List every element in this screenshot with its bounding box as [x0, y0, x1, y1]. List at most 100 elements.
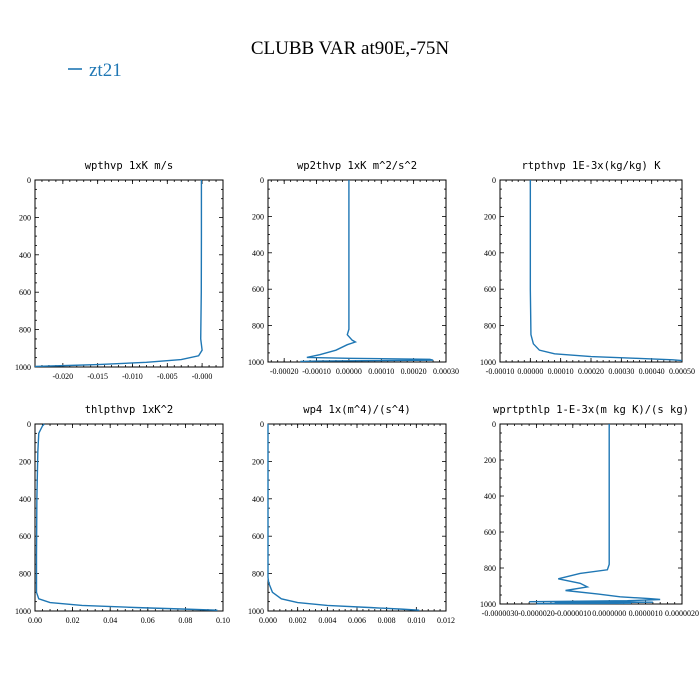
x-tick-label: -0.0000030	[482, 609, 519, 618]
x-tick-label: 0.00	[28, 616, 42, 625]
x-tick-label: 0.00000	[517, 367, 543, 376]
x-tick-label: 0.00030	[608, 367, 634, 376]
x-tick-label: -0.020	[53, 372, 74, 381]
y-tick-label: 0	[260, 176, 264, 185]
y-tick-label: 200	[252, 212, 264, 221]
y-tick-label: 0	[27, 420, 31, 429]
x-tick-label: -0.00010	[486, 367, 515, 376]
x-tick-label: 0.0000010	[629, 609, 663, 618]
chart-panel-2: wp2thvp 1xK m^2/s^2 0 200 400 600 800 1000 -0.0…	[248, 160, 459, 376]
plot-frame	[267, 179, 447, 363]
y-tick-label: 200	[252, 457, 264, 466]
panels: wpthvp 1xK m/s 0 200 400 600 800 1000 -0.020 -0.…	[15, 160, 699, 625]
legend: zt21	[68, 60, 122, 81]
y-tick-label: 400	[252, 249, 264, 258]
y-tick-label: 600	[484, 285, 496, 294]
series-line	[34, 180, 203, 368]
x-tick-label: 0.00050	[669, 367, 695, 376]
x-tick-label: 0.010	[407, 616, 425, 625]
panel-title: wp4 1x(m^4)/(s^4)	[303, 404, 410, 416]
plot-frame	[34, 423, 224, 612]
y-tick-label: 200	[19, 457, 31, 466]
y-tick-label: 600	[19, 532, 31, 541]
y-tick-label: 400	[19, 251, 31, 260]
x-tick-label: 0.00040	[639, 367, 665, 376]
x-tick-label: -0.0000010	[554, 609, 591, 618]
y-tick-label: 400	[252, 495, 264, 504]
series-line	[529, 180, 683, 362]
y-tick-label: 1000	[248, 358, 264, 367]
plot-frame	[499, 179, 683, 363]
y-tick-label: 800	[484, 564, 496, 573]
chart-panel-1: wpthvp 1xK m/s 0 200 400 600 800 1000 -0.020 -0.…	[15, 160, 224, 381]
y-tick-label: 200	[19, 213, 31, 222]
y-tick-label: 1000	[480, 600, 496, 609]
y-tick-label: 0	[27, 176, 31, 185]
y-tick-label: 400	[484, 249, 496, 258]
x-tick-label: 0.008	[378, 616, 396, 625]
plot-frame	[34, 179, 224, 368]
y-tick-label: 0	[260, 420, 264, 429]
y-tick-label: 1000	[248, 607, 264, 616]
x-tick-label: 0.000	[259, 616, 277, 625]
x-tick-label: -0.00020	[270, 367, 299, 376]
y-tick-label: 0	[492, 420, 496, 429]
series-line	[529, 424, 661, 605]
y-tick-label: 800	[252, 322, 264, 331]
y-tick-label: 200	[484, 456, 496, 465]
x-tick-label: 0.006	[348, 616, 366, 625]
series-line	[267, 424, 420, 611]
panel-title: wprtpthlp 1-E-3x(m kg K)/(s kg)	[493, 404, 689, 416]
legend-label: zt21	[89, 60, 122, 81]
x-tick-label: 0.00020	[401, 367, 427, 376]
panel-title: wpthvp 1xK m/s	[85, 160, 174, 172]
x-tick-label: 0.08	[178, 616, 192, 625]
y-tick-label: 400	[19, 495, 31, 504]
x-tick-label: 0.00030	[433, 367, 459, 376]
y-tick-label: 600	[484, 528, 496, 537]
chart-panel-6: wprtpthlp 1-E-3x(m kg K)/(s kg) 0 200 400 60…	[480, 404, 699, 618]
figure-title: CLUBB VAR at90E,-75N	[251, 38, 450, 59]
x-tick-label: 0.10	[216, 616, 230, 625]
series-line	[300, 180, 434, 363]
y-tick-label: 800	[484, 322, 496, 331]
y-tick-label: 800	[19, 326, 31, 335]
x-tick-label: 0.00010	[548, 367, 574, 376]
x-tick-label: 0.02	[66, 616, 80, 625]
x-tick-label: 0.0000000	[592, 609, 626, 618]
y-tick-label: 600	[252, 285, 264, 294]
panel-title: thlpthvp 1xK^2	[85, 404, 174, 416]
y-tick-label: 600	[19, 288, 31, 297]
plot-frame	[499, 423, 683, 605]
y-tick-label: 400	[484, 492, 496, 501]
y-tick-label: 800	[252, 570, 264, 579]
x-tick-label: -0.00010	[302, 367, 331, 376]
y-tick-label: 200	[484, 212, 496, 221]
y-tick-label: 600	[252, 532, 264, 541]
x-tick-label: 0.00020	[578, 367, 604, 376]
x-tick-label: 0.00010	[368, 367, 394, 376]
plot-frame	[267, 423, 447, 612]
x-tick-label: 0.04	[103, 616, 117, 625]
x-tick-label: 0.06	[141, 616, 155, 625]
x-tick-label: -0.005	[157, 372, 178, 381]
x-tick-label: 0.012	[437, 616, 455, 625]
x-tick-label: -0.000	[192, 372, 213, 381]
x-tick-label: 0.002	[289, 616, 307, 625]
series-line	[35, 423, 218, 611]
y-tick-label: 1000	[15, 607, 31, 616]
x-tick-label: 0.0000020	[665, 609, 699, 618]
y-tick-label: 1000	[15, 363, 31, 372]
chart-panel-3: rtpthvp 1E-3x(kg/kg) K 0 200 400 600 800 1000-…	[480, 160, 695, 376]
y-tick-label: 0	[492, 176, 496, 185]
y-tick-label: 800	[19, 570, 31, 579]
x-tick-label: -0.0000020	[518, 609, 555, 618]
x-tick-label: 0.004	[318, 616, 336, 625]
x-tick-label: -0.010	[122, 372, 143, 381]
panel-title: rtpthvp 1E-3x(kg/kg) K	[521, 160, 661, 172]
y-tick-label: 1000	[480, 358, 496, 367]
x-tick-label: -0.015	[87, 372, 108, 381]
panel-title: wp2thvp 1xK m^2/s^2	[297, 160, 417, 172]
